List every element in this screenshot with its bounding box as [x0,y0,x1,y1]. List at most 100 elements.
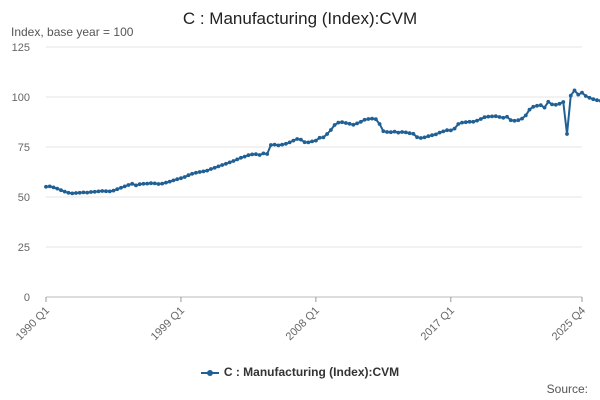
data-point [209,167,213,171]
data-point [400,130,404,134]
data-point [343,121,348,125]
data-point [501,115,506,120]
data-point [482,115,487,120]
data-point [77,190,82,195]
data-point [572,88,577,93]
data-point [332,123,337,127]
data-point [471,119,476,124]
data-point [486,114,491,119]
data-point [370,116,374,121]
data-point [171,178,176,183]
data-point [452,126,457,131]
data-point [595,98,599,103]
data-point [156,182,161,186]
x-tick-label: 1999 Q1 [149,305,187,343]
data-point [167,179,172,184]
data-point [201,169,206,174]
chart-title: C : Manufacturing (Index):CVM [182,9,418,28]
data-point [340,120,345,125]
data-point [448,128,453,133]
data-point [430,133,434,138]
data-point [490,114,494,119]
data-point [92,189,97,194]
data-point [527,107,532,112]
data-point [175,177,180,182]
y-tick-label: 25 [18,242,30,254]
data-point [205,168,210,173]
data-point [445,128,449,133]
data-point [242,154,247,159]
data-point [295,137,300,141]
data-point [351,122,356,127]
x-axis: 1990 Q1 1999 Q1 2008 Q1 2017 Q1 2025 Q4 [14,297,588,343]
data-point [426,134,431,139]
data-point [44,184,48,189]
data-point [107,189,112,194]
data-point [235,157,240,162]
data-point [122,184,127,189]
data-point [115,187,120,192]
data-point [280,142,285,147]
series-group [44,88,600,196]
y-tick-label: 125 [12,42,30,54]
data-point [141,181,146,186]
data-point [130,181,135,186]
data-point [306,140,311,145]
data-point [298,137,303,142]
data-point [553,102,558,107]
data-point [66,190,71,195]
data-point [317,135,322,140]
data-point [550,102,554,107]
data-point [145,181,150,186]
y-tick-label: 100 [12,92,30,104]
data-point [328,128,333,132]
data-point [74,191,78,195]
legend[interactable]: C : Manufacturing (Index):CVM [0,365,600,379]
data-point [508,118,513,123]
data-point [261,151,266,156]
data-point [302,140,307,145]
x-tick-label: 1990 Q1 [14,305,52,343]
data-point [538,103,543,108]
legend-line-icon [200,368,219,378]
data-point [265,152,270,156]
data-point [227,160,232,165]
data-point [347,121,352,126]
data-point [407,131,412,136]
data-point [546,99,551,104]
data-point [373,117,378,122]
legend-label: C : Manufacturing (Index):CVM [223,365,400,379]
data-point [433,132,438,137]
data-point [51,185,56,190]
data-point [137,182,142,187]
data-point [355,121,359,126]
data-point [257,153,262,157]
data-point [366,117,371,121]
data-point [186,173,191,178]
data-point [576,92,581,97]
data-point [377,122,382,126]
x-tick-label: 2008 Q1 [284,305,322,343]
data-point [396,130,401,135]
series-line [45,89,600,195]
data-point [557,101,562,106]
data-point [119,185,123,190]
source-label: Source: [546,382,588,396]
data-point [276,143,281,148]
data-point [467,119,472,124]
data-point [212,165,217,170]
data-point [381,129,386,134]
data-point [254,152,258,157]
data-point [134,183,138,188]
data-point [561,100,566,104]
data-point [422,135,427,140]
data-point [325,132,330,136]
x-tick-label: 2025 Q4 [550,305,588,343]
data-point [269,143,273,147]
data-point [475,118,479,123]
data-point [505,114,509,119]
data-point [535,103,539,108]
data-point [392,129,397,134]
data-point [59,188,63,193]
data-point [531,104,536,109]
